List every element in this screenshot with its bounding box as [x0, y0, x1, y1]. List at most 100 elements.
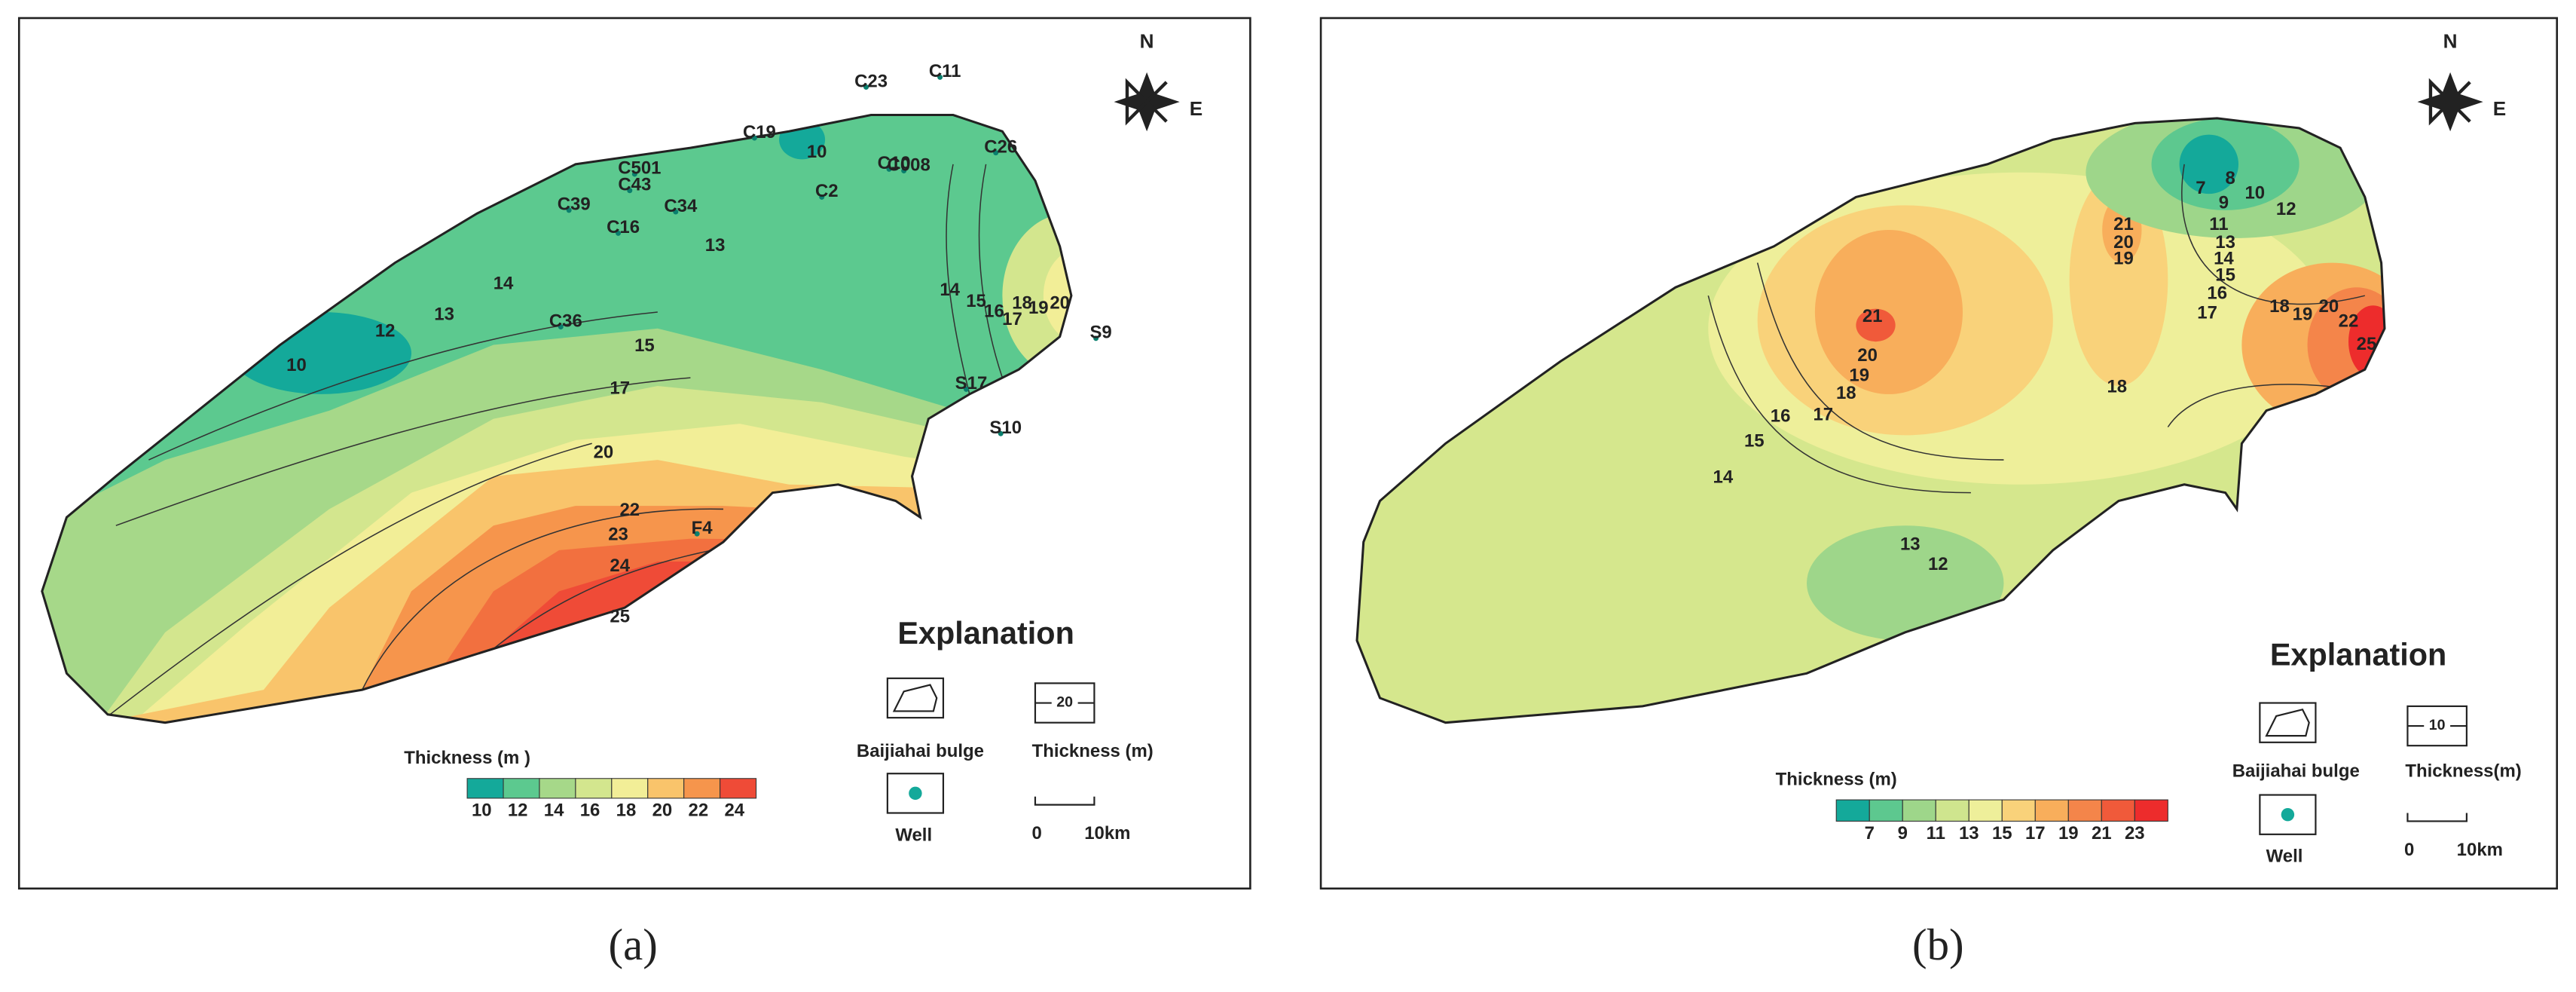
contour-label: 25 [2357, 334, 2377, 354]
contour-label: 17 [610, 378, 630, 399]
contour-label: 24 [610, 556, 630, 576]
scale-bar [1034, 796, 1095, 806]
contour-label: 20 [2319, 296, 2339, 317]
compass [1125, 78, 1168, 126]
scale-end: 10km [2457, 840, 2503, 860]
well-label: S9 [1089, 323, 1111, 343]
contour-label: 12 [1928, 554, 1948, 574]
contour-sample: 20 [1056, 694, 1073, 711]
contour-label: 13 [434, 305, 454, 325]
contour-label: 22 [619, 500, 640, 520]
legend-tick: 19 [2058, 823, 2079, 844]
contour-label: 16 [2207, 283, 2227, 303]
well-label: C23 [854, 71, 888, 91]
well-label: C26 [984, 136, 1017, 157]
legend-tick: 18 [616, 801, 637, 821]
contour-label: 13 [2215, 232, 2235, 253]
boundary-text: Baijiahai bulge [2232, 761, 2360, 781]
legend-title: Thickness (m ) [404, 748, 530, 768]
well-label: C008 [888, 155, 930, 175]
compass-east: E [1190, 97, 1202, 120]
contour-label: 14 [1713, 467, 1734, 487]
legend-tick: 11 [1927, 823, 1945, 844]
contour-label: 10 [286, 355, 307, 375]
legend-tick: 20 [652, 801, 673, 821]
well-marker [937, 74, 943, 80]
panel-frame [1319, 17, 2559, 890]
contour-text: Thickness(m) [2405, 761, 2521, 781]
well-label: C11 [929, 61, 961, 81]
contour-icon [1051, 694, 1078, 712]
legend-swatch [647, 778, 685, 799]
contour-label: 9 [2219, 193, 2229, 213]
legend-swatch [720, 778, 757, 799]
contour-label: 21 [2113, 214, 2134, 234]
contour-label: 25 [610, 607, 630, 627]
contour-label: 17 [1002, 309, 1022, 329]
contour-label: 16 [1771, 406, 1791, 427]
explanation-title: Explanation [897, 616, 1074, 651]
well-label: C501 [618, 158, 661, 179]
contour-label: 15 [1744, 430, 1765, 451]
contour-label: 17 [1813, 405, 1833, 425]
contour-label: 13 [705, 235, 726, 256]
contour-label: 20 [1050, 292, 1070, 313]
well-marker [819, 194, 825, 200]
legend-swatch [683, 778, 721, 799]
caption: (a) [609, 920, 658, 969]
legend-tick: 21 [2092, 823, 2112, 844]
scale-bar [2406, 813, 2468, 822]
contour-label: 10 [2244, 182, 2265, 203]
legend-swatch [466, 778, 504, 799]
legend-swatch [2034, 799, 2069, 822]
panel-frame [17, 17, 1251, 890]
well-marker [558, 324, 564, 330]
contour-label: 15 [2215, 265, 2235, 285]
contour-label: 8 [2225, 168, 2235, 188]
legend-swatch [1835, 799, 1870, 822]
well-marker [963, 386, 969, 392]
well-label: C19 [743, 122, 776, 142]
contour-label: 20 [594, 442, 614, 463]
caption: (b) [1912, 920, 1964, 969]
compass-north: N [2443, 30, 2458, 53]
contour-label: 14 [940, 280, 960, 300]
boundary-icon [892, 684, 938, 712]
well-marker [616, 230, 622, 236]
scale-end: 10km [1084, 823, 1130, 844]
compass [2428, 78, 2471, 126]
contour-label: 17 [2197, 302, 2217, 323]
well-label: C16 [607, 217, 640, 237]
boundary-icon [2265, 708, 2310, 737]
legend-tick: 10 [472, 801, 492, 821]
explanation-title: Explanation [2270, 637, 2447, 672]
contour-label: 21 [1862, 306, 1883, 326]
legend-swatch [2101, 799, 2135, 822]
contour-label: 18 [1012, 292, 1032, 313]
well-label: C2 [815, 181, 839, 201]
well-text: Well [2266, 847, 2303, 867]
contour-label: 11 [2209, 214, 2228, 234]
well-label: S10 [989, 418, 1022, 438]
contour-label: 19 [1849, 365, 1869, 385]
legend-tick: 12 [508, 801, 528, 821]
boundary-text: Baijiahai bulge [857, 741, 984, 761]
contour-label: 19 [1028, 298, 1049, 318]
well-label: C43 [618, 175, 651, 195]
well-label: C39 [558, 194, 591, 215]
well-icon [909, 786, 922, 801]
well-marker [631, 171, 637, 177]
legend-tick: 15 [1992, 823, 2012, 844]
contour-sample: 10 [2429, 717, 2446, 733]
contour-label: 23 [608, 525, 628, 545]
legend-swatch [2134, 799, 2168, 822]
contour-label: 13 [1900, 534, 1921, 555]
contour-label: 18 [2107, 377, 2127, 397]
scale-start: 0 [1031, 823, 1041, 844]
contour-label: 22 [2339, 311, 2359, 331]
scale-start: 0 [2404, 840, 2414, 860]
contour-label: 19 [2113, 249, 2134, 269]
contour-label: 14 [494, 273, 514, 293]
